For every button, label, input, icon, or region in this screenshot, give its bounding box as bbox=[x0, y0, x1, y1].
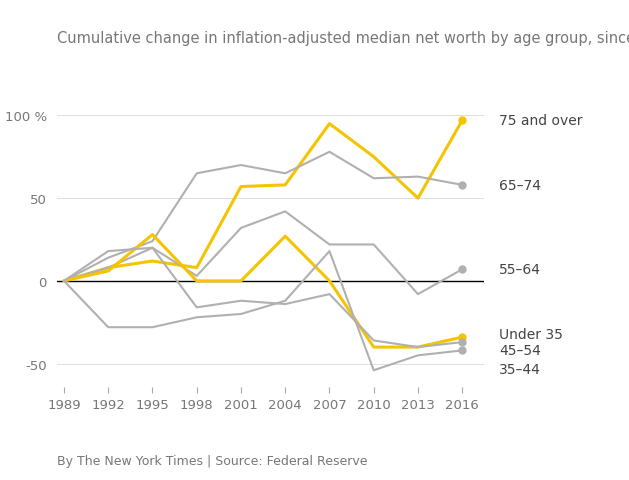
Text: 75 and over: 75 and over bbox=[499, 114, 582, 128]
Text: 35–44: 35–44 bbox=[499, 362, 541, 376]
Text: Cumulative change in inflation-adjusted median net worth by age group, since 198: Cumulative change in inflation-adjusted … bbox=[57, 31, 629, 46]
Text: 45–54: 45–54 bbox=[499, 344, 541, 358]
Text: 55–64: 55–64 bbox=[499, 263, 541, 276]
Text: By The New York Times | Source: Federal Reserve: By The New York Times | Source: Federal … bbox=[57, 454, 367, 467]
Text: Under 35: Under 35 bbox=[499, 327, 563, 341]
Text: 65–74: 65–74 bbox=[499, 179, 541, 192]
